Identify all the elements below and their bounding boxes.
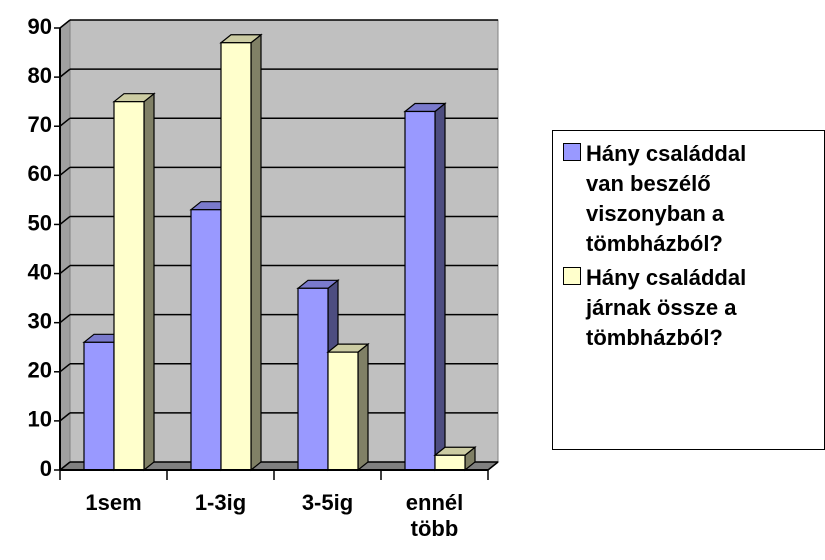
grid-line-side [59,166,71,176]
bar [403,102,447,472]
legend-swatch [563,267,581,285]
x-tick-label: 3-5ig [301,490,354,515]
grid-line [59,68,498,78]
y-tick-label: 10 [28,407,52,432]
grid-line-side [59,117,71,127]
grid-line [59,19,498,29]
grid-line-side [59,412,71,422]
y-tick-label: 80 [28,63,52,88]
legend-item: Hány családdal van beszélő viszonyban a … [559,139,818,259]
grid-line-side [59,19,71,29]
grid-line-side [59,314,71,324]
y-tick-label: 70 [28,112,52,137]
bar-front [434,454,466,471]
legend-label: Hány családdal járnak össze a tömbházból… [586,265,747,350]
x-tick-label: 1-3ig [194,490,247,515]
x-tick-label: 1sem [85,490,142,515]
grid-line-side [59,363,71,373]
y-tick-label: 60 [28,161,52,186]
grid-line-side [59,461,71,471]
x-axis-3d [487,461,499,471]
bar-front [83,341,115,471]
legend-label: Hány családdal van beszélő viszonyban a … [586,141,747,256]
y-tick-label: 0 [40,456,52,481]
bar [219,33,263,472]
bar-front [297,287,329,471]
bar-side [250,33,262,472]
x-tick-label: ennél több [405,490,464,541]
bar-front [220,42,252,471]
bar-front [190,209,222,471]
side-wall [59,18,71,472]
legend: Hány családdal van beszélő viszonyban a … [552,130,825,450]
bar [433,446,477,472]
grid-line-side [59,68,71,78]
bar-front [404,110,436,471]
bar [112,92,156,472]
bar-front [327,351,359,471]
legend-item: Hány családdal járnak össze a tömbházból… [559,263,818,353]
y-tick-label: 20 [28,358,52,383]
bar-side [434,102,446,472]
bar [326,342,370,472]
legend-swatch [563,143,581,161]
grid-line-side [59,215,71,226]
y-tick-label: 90 [28,14,52,39]
y-tick-label: 50 [28,210,52,235]
bar-side [357,342,369,472]
y-tick-label: 30 [28,308,52,333]
y-tick-label: 40 [28,259,52,284]
bar-side [143,92,155,472]
bar-front [113,101,145,471]
grid-line-side [59,264,71,275]
